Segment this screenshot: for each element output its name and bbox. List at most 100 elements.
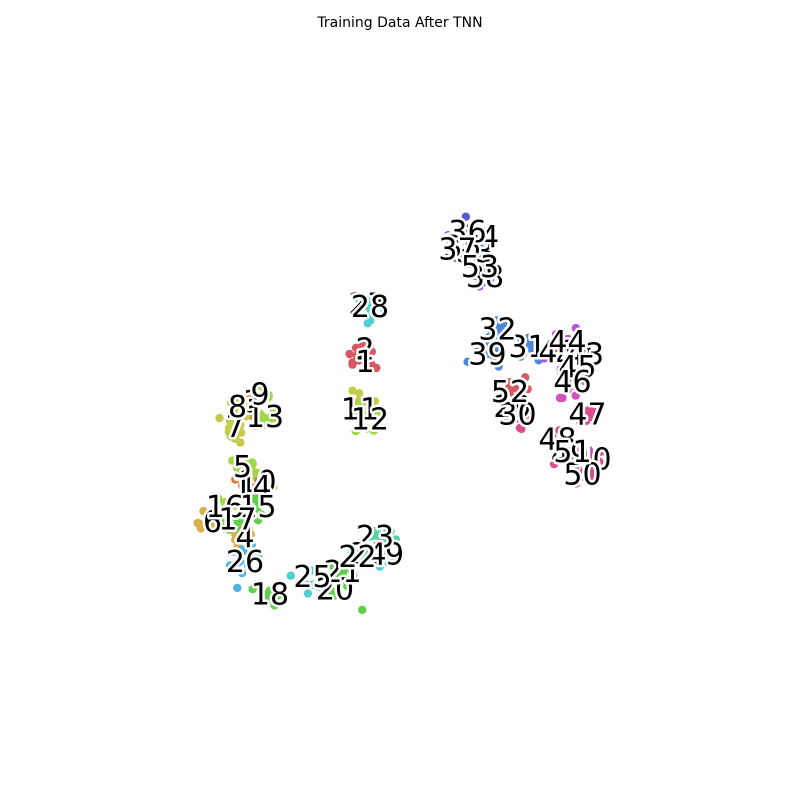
data-point: [212, 514, 221, 523]
data-point: [231, 475, 240, 484]
data-point: [499, 327, 509, 336]
cluster-label-51: 51: [553, 435, 591, 470]
data-point: [561, 359, 570, 368]
data-point: [237, 525, 246, 535]
data-point: [494, 362, 503, 371]
cluster-label-21: 21: [323, 555, 361, 590]
data-point: [504, 393, 513, 402]
data-point: [499, 404, 509, 413]
cluster-label-35: 35: [443, 230, 481, 265]
data-point: [585, 405, 594, 414]
data-point: [548, 432, 557, 441]
data-point: [360, 306, 370, 315]
data-point: [567, 437, 576, 447]
cluster-label-29: 29: [493, 390, 531, 425]
data-point: [303, 589, 313, 598]
data-point: [320, 571, 330, 580]
data-point: [237, 568, 247, 578]
data-point: [470, 218, 480, 227]
data-point: [549, 459, 559, 469]
data-point: [551, 450, 561, 459]
cluster-label-8: 8: [228, 390, 247, 425]
data-point: [488, 326, 497, 335]
data-point: [452, 254, 461, 263]
cluster-label-15: 15: [238, 490, 276, 525]
data-point: [252, 503, 262, 513]
data-point: [558, 439, 568, 448]
data-point: [521, 373, 530, 382]
data-point: [516, 394, 526, 403]
data-point: [570, 367, 580, 377]
cluster-label-30: 30: [498, 398, 536, 433]
cluster-label-52: 52: [491, 375, 529, 410]
data-point: [551, 330, 561, 339]
data-point: [374, 410, 383, 419]
cluster-label-41: 41: [538, 335, 576, 370]
data-point: [577, 345, 587, 354]
data-point: [220, 513, 229, 522]
data-point: [555, 342, 565, 351]
cluster-label-37: 37: [438, 233, 476, 268]
data-point: [348, 386, 357, 395]
data-point: [233, 583, 242, 593]
cluster-label-17: 17: [218, 503, 256, 538]
data-point: [228, 398, 238, 407]
data-point: [355, 295, 364, 305]
data-point: [234, 393, 243, 402]
data-point: [256, 487, 265, 497]
data-point: [477, 232, 486, 242]
data-point: [582, 416, 591, 426]
cluster-label-49: 49: [551, 438, 589, 473]
data-point: [505, 386, 514, 396]
data-point: [383, 545, 392, 554]
data-point: [236, 428, 246, 437]
cluster-label-22: 22: [338, 540, 376, 575]
data-point: [383, 525, 392, 535]
data-point: [236, 420, 245, 430]
chart-title: Training Data After TNN: [316, 15, 482, 31]
data-point: [349, 570, 358, 580]
data-point: [357, 421, 366, 430]
cluster-label-42: 42: [556, 340, 594, 375]
cluster-label-13: 13: [246, 400, 284, 435]
data-point: [463, 249, 472, 258]
data-point: [485, 342, 494, 351]
data-point: [498, 319, 508, 328]
cluster-label-20: 20: [316, 573, 354, 608]
data-point: [248, 585, 257, 594]
cluster-label-10: 10: [238, 465, 276, 500]
data-point: [249, 467, 258, 476]
data-point: [259, 499, 268, 509]
data-point: [351, 427, 360, 436]
cluster-label-12: 12: [351, 403, 389, 438]
data-point: [570, 357, 579, 367]
data-point: [573, 469, 582, 479]
cluster-label-19: 19: [366, 538, 404, 573]
data-point: [236, 464, 246, 473]
data-point: [555, 426, 565, 436]
data-point: [580, 473, 589, 482]
data-point: [234, 401, 244, 411]
data-points: [193, 212, 606, 615]
data-point: [486, 261, 496, 270]
data-point: [219, 504, 228, 513]
data-point: [251, 421, 260, 431]
data-point: [217, 522, 226, 531]
cluster-label-43: 43: [566, 338, 604, 373]
cluster-label-16: 16: [206, 490, 244, 525]
cluster-label-14: 14: [233, 470, 271, 505]
data-point: [225, 561, 235, 570]
cluster-label-9: 9: [250, 378, 269, 413]
data-point: [355, 538, 364, 548]
data-point: [540, 354, 549, 363]
data-point: [378, 537, 387, 547]
data-point: [514, 410, 523, 419]
cluster-label-2: 2: [355, 333, 374, 368]
data-point: [345, 349, 354, 359]
data-point: [355, 557, 365, 566]
data-point: [233, 514, 242, 524]
data-point: [369, 526, 378, 536]
data-point: [576, 446, 585, 455]
data-point: [456, 228, 465, 237]
